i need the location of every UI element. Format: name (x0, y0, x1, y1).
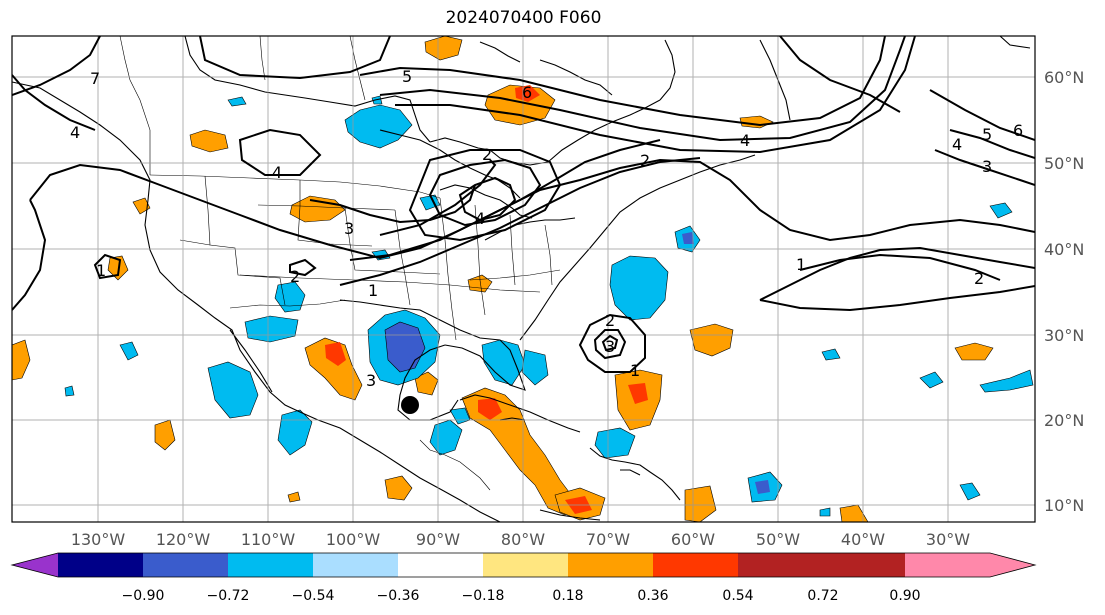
contour-label: 5 (982, 125, 992, 144)
contour-label: 2 (482, 145, 492, 164)
contour-label: 2 (605, 311, 615, 330)
lon-label: 130°W (71, 530, 126, 549)
contour-label-group: 5 6 4 5 6 4 3 2 2 4 3 4 1 2 1 1 2 2 3 1 … (70, 67, 1023, 390)
shaded-regions (12, 36, 1034, 522)
lon-label: 70°W (586, 530, 630, 549)
colorbar-segment (568, 553, 653, 577)
contour-label: 2 (974, 269, 984, 288)
colorbar-tick-label: 0.36 (637, 588, 668, 604)
colorbar-tick-label: −0.36 (377, 588, 420, 604)
contour-lines (12, 36, 1035, 373)
contour-label: 4 (272, 163, 282, 182)
contour-label: 3 (605, 337, 615, 356)
colorbar-tick-label: 0.90 (889, 588, 920, 604)
colorbar-tick-label: 0.18 (552, 588, 583, 604)
contour-label: 4 (952, 135, 962, 154)
colorbar-segment (823, 553, 905, 577)
longitude-labels: 130°W 120°W 110°W 100°W 90°W 80°W 70°W 6… (71, 530, 970, 549)
contour-label: 5 (402, 67, 412, 86)
colorbar-tick-label: 0.54 (722, 588, 753, 604)
colorbar: −0.90 −0.72 −0.54 −0.36 −0.18 0.18 0.36 … (10, 552, 1037, 604)
contour-label: 6 (522, 83, 532, 102)
colorbar-outline (10, 552, 1037, 578)
colorbar-tick-label: −0.54 (292, 588, 335, 604)
colorbar-segment (143, 553, 228, 577)
colorbar-segment (398, 553, 483, 577)
contour-label: 7 (90, 69, 100, 88)
colorbar-tick-label: 0.72 (807, 588, 838, 604)
contour-label: 4 (475, 209, 485, 228)
lon-label: 100°W (326, 530, 381, 549)
contour-label: 1 (96, 261, 106, 280)
lon-label: 90°W (416, 530, 460, 549)
contour-label: 1 (796, 255, 806, 274)
colorbar-ticks: −0.90 −0.72 −0.54 −0.36 −0.18 0.18 0.36 … (122, 588, 921, 604)
lat-label: 40°N (1044, 240, 1084, 259)
contour-label: 6 (1013, 121, 1023, 140)
colorbar-segment (653, 553, 738, 577)
lat-label: 10°N (1044, 496, 1084, 515)
colorbar-segment (483, 553, 568, 577)
colorbar-extend-low (12, 553, 58, 577)
colorbar-tick-label: −0.90 (122, 588, 165, 604)
map-border (11, 35, 1036, 523)
graticule (12, 36, 1035, 522)
contour-label: 3 (366, 371, 376, 390)
contour-label: 2 (290, 267, 300, 286)
colorbar-segment (313, 553, 398, 577)
contour-label: 1 (630, 361, 640, 380)
colorbar-segment (738, 553, 823, 577)
latitude-labels: 60°N 50°N 40°N 30°N 20°N 10°N (1044, 68, 1084, 515)
lon-label: 60°W (671, 530, 715, 549)
colorbar-tick-label: −0.18 (462, 588, 505, 604)
contour-label: 3 (344, 219, 354, 238)
map-title: 2024070400 F060 (445, 8, 602, 28)
lon-label: 50°W (756, 530, 800, 549)
colorbar-segment (58, 553, 143, 577)
colorbar-segment (228, 553, 313, 577)
lat-label: 30°N (1044, 326, 1084, 345)
lat-label: 50°N (1044, 154, 1084, 173)
colorbar-tick-label: −0.72 (207, 588, 250, 604)
lon-label: 30°W (926, 530, 970, 549)
contour-label: 1 (368, 281, 378, 300)
storm-center-marker (401, 396, 419, 414)
contour-label: 4 (740, 131, 750, 150)
lat-label: 20°N (1044, 411, 1084, 430)
lon-label: 110°W (241, 530, 296, 549)
contour-label: 4 (70, 123, 80, 142)
political-borders (119, 36, 561, 491)
lon-label: 80°W (501, 530, 545, 549)
coastlines (12, 36, 1031, 522)
lon-label: 120°W (156, 530, 211, 549)
contour-label: 3 (982, 157, 992, 176)
contour-label: 2 (640, 151, 650, 170)
lon-label: 40°W (841, 530, 885, 549)
lat-label: 60°N (1044, 68, 1084, 87)
